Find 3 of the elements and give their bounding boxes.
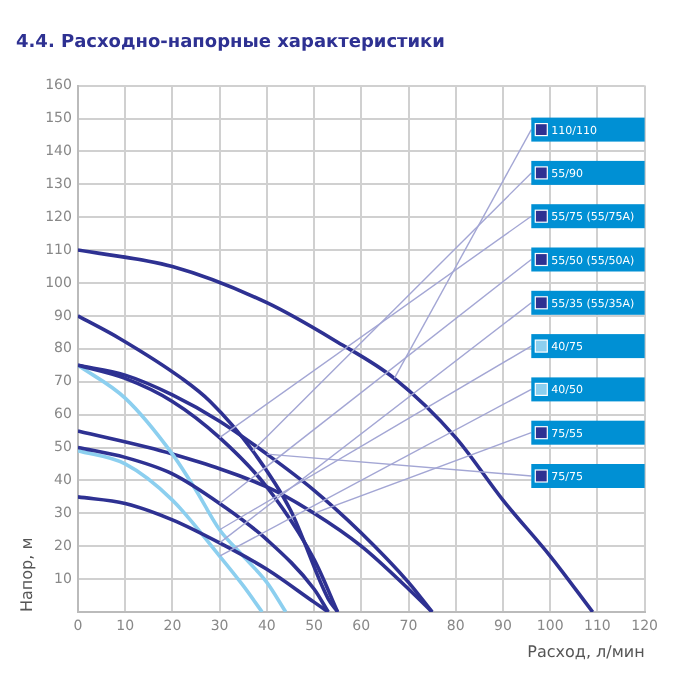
chart-title: 4.4. Расходно-напорные характеристики — [16, 33, 445, 54]
y-axis-title: Напор, м — [17, 537, 36, 612]
x-axis-title: Расход, л/мин — [527, 642, 645, 661]
